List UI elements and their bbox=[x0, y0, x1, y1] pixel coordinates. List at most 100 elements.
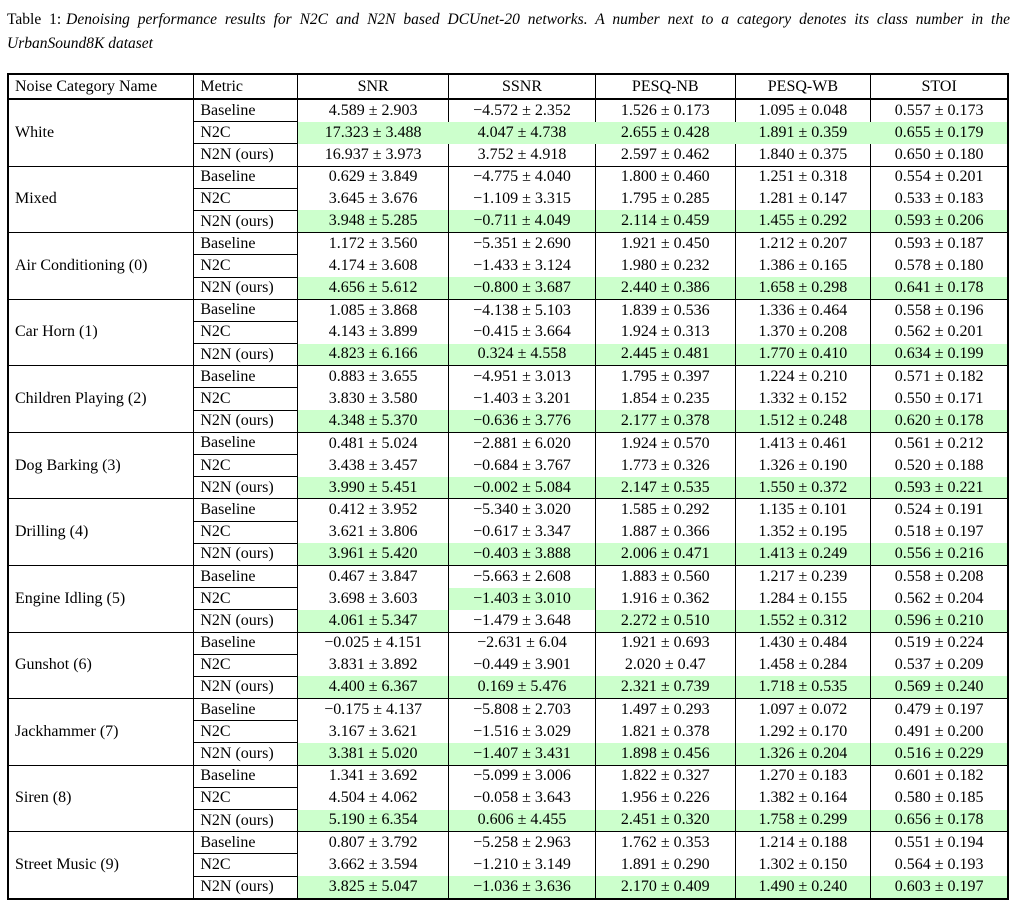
value-cell: 1.512 ± 0.248 bbox=[735, 410, 872, 433]
value-cell: 1.658 ± 0.298 bbox=[735, 277, 872, 300]
value-cell: 1.326 ± 0.190 bbox=[735, 454, 872, 477]
metric-cell: N2C bbox=[193, 453, 299, 477]
value-cell: −5.258 ± 2.963 bbox=[448, 831, 597, 854]
table-row: N2C 3.831 ± 3.892 −0.449 ± 3.901 2.020 ± 0.… bbox=[8, 653, 1008, 677]
table-row: N2N (ours) 3.948 ± 5.285 −0.711 ± 4.049 2.1… bbox=[8, 209, 1008, 233]
value-cell: 0.481 ± 5.024 bbox=[297, 431, 450, 455]
value-cell: 1.762 ± 0.353 bbox=[595, 831, 736, 854]
table-row: Mixed Baseline 0.629 ± 3.849 −4.775 ± 4.040… bbox=[8, 165, 1008, 233]
value-cell: 3.825 ± 5.047 bbox=[297, 876, 450, 899]
metric-cell: N2C bbox=[193, 653, 299, 677]
value-cell: 1.800 ± 0.460 bbox=[595, 165, 736, 189]
value-cell: 4.047 ± 4.738 bbox=[448, 121, 596, 144]
value-cell: 3.990 ± 5.451 bbox=[297, 476, 450, 499]
value-cell: −0.415 ± 3.664 bbox=[448, 321, 597, 344]
value-cell: 1.455 ± 0.292 bbox=[735, 210, 872, 233]
value-cell: 4.174 ± 3.608 bbox=[297, 254, 450, 277]
value-cell: 1.336 ± 0.464 bbox=[735, 298, 872, 322]
category-cell: Drilling (4) bbox=[8, 498, 195, 566]
metric-cell: N2C bbox=[193, 520, 299, 544]
value-cell: 1.770 ± 0.410 bbox=[735, 343, 872, 366]
metric-cell: N2C bbox=[193, 387, 299, 411]
metric-cell: Baseline bbox=[193, 831, 299, 854]
value-cell: −1.516 ± 3.029 bbox=[448, 720, 597, 743]
value-cell: 0.537 ± 0.209 bbox=[894, 656, 984, 674]
value-cell: −5.663 ± 2.608 bbox=[448, 564, 597, 588]
column-header-pesq-nb: PESQ-NB bbox=[595, 74, 736, 100]
value-cell: 0.620 ± 0.178 bbox=[870, 410, 1008, 433]
value-cell: 4.656 ± 5.612 bbox=[297, 277, 450, 300]
value-cell: 1.898 ± 0.456 bbox=[595, 742, 736, 766]
value-cell: 2.655 ± 0.428 bbox=[595, 121, 736, 144]
caption-label: Table 1: bbox=[7, 11, 62, 28]
metric-cell: N2N (ours) bbox=[193, 675, 299, 699]
metric-cell: Baseline bbox=[193, 498, 299, 522]
metric-cell: N2C bbox=[193, 720, 299, 743]
value-cell: 1.891 ± 0.359 bbox=[735, 121, 871, 144]
value-cell: 0.518 ± 0.197 bbox=[894, 523, 984, 541]
value-cell: 0.593 ± 0.187 bbox=[870, 232, 1008, 255]
metric-cell: Baseline bbox=[193, 165, 299, 189]
value-cell: 0.169 ± 5.476 bbox=[448, 676, 597, 699]
value-cell: 4.061 ± 5.347 bbox=[297, 609, 450, 632]
metric-cell: Baseline bbox=[193, 98, 299, 122]
metric-cell: N2N (ours) bbox=[193, 808, 299, 832]
value-cell: 0.593 ± 0.206 bbox=[870, 210, 1008, 233]
metric-cell: N2C bbox=[193, 121, 299, 144]
value-cell: 0.564 ± 0.193 bbox=[894, 855, 984, 873]
value-cell: 2.321 ± 0.739 bbox=[595, 676, 736, 699]
value-cell: 0.551 ± 0.194 bbox=[870, 831, 1008, 854]
table-row: N2C 3.621 ± 3.806 −0.617 ± 3.347 1.887 ± 0.… bbox=[8, 520, 1008, 544]
table-row: N2N (ours) 4.348 ± 5.370 −0.636 ± 3.776 2.1… bbox=[8, 409, 1008, 433]
value-cell: −1.403 ± 3.010 bbox=[448, 587, 597, 610]
category-cell: Children Playing (2) bbox=[8, 365, 195, 433]
value-cell: 1.718 ± 0.535 bbox=[735, 676, 872, 699]
metric-cell: N2N (ours) bbox=[193, 542, 299, 566]
metric-cell: N2N (ours) bbox=[193, 875, 299, 899]
column-header-stoi: STOI bbox=[870, 74, 1008, 100]
value-cell: 0.655 ± 0.179 bbox=[870, 121, 1008, 144]
value-cell: 1.302 ± 0.150 bbox=[735, 853, 872, 877]
value-cell: −0.002 ± 5.084 bbox=[448, 476, 597, 499]
category-cell: Jackhammer (7) bbox=[8, 698, 195, 766]
value-cell: 0.479 ± 0.197 bbox=[870, 698, 1008, 721]
value-cell: 1.552 ± 0.312 bbox=[735, 609, 872, 632]
value-cell: 1.916 ± 0.362 bbox=[595, 587, 736, 610]
value-cell: 0.558 ± 0.208 bbox=[870, 564, 1008, 588]
value-cell: 1.526 ± 0.173 bbox=[595, 98, 736, 122]
value-cell: 3.752 ± 4.918 bbox=[448, 143, 597, 167]
value-cell: 0.641 ± 0.178 bbox=[870, 277, 1008, 300]
category-cell: White bbox=[8, 98, 195, 167]
value-cell: 0.556 ± 0.216 bbox=[870, 543, 1008, 566]
metric-cell: N2N (ours) bbox=[193, 409, 299, 433]
value-cell: 0.650 ± 0.180 bbox=[894, 145, 984, 163]
metric-cell: Baseline bbox=[193, 698, 299, 721]
value-cell: 0.491 ± 0.200 bbox=[894, 722, 984, 740]
value-cell: −5.099 ± 3.006 bbox=[448, 764, 597, 788]
table-row: Air Conditioning (0) Baseline 1.172 ± 3.56… bbox=[8, 232, 1008, 300]
value-cell: −0.175 ± 4.137 bbox=[297, 698, 450, 721]
value-cell: −2.881 ± 6.020 bbox=[448, 431, 597, 455]
column-header-snr: SNR bbox=[297, 74, 450, 100]
table-row: N2C 4.504 ± 4.062 −0.058 ± 3.643 1.956 ± 0.… bbox=[8, 786, 1008, 810]
value-cell: 1.839 ± 0.536 bbox=[595, 298, 736, 322]
value-cell: 5.190 ± 6.354 bbox=[297, 809, 450, 832]
value-cell: 1.332 ± 0.152 bbox=[735, 387, 872, 411]
metric-cell: N2N (ours) bbox=[193, 209, 299, 233]
value-cell: 1.821 ± 0.378 bbox=[595, 720, 736, 743]
value-cell: −0.636 ± 3.776 bbox=[448, 410, 597, 433]
value-cell: 0.883 ± 3.655 bbox=[297, 365, 450, 388]
value-cell: 3.948 ± 5.285 bbox=[297, 210, 450, 233]
value-cell: 3.830 ± 3.580 bbox=[297, 387, 450, 411]
value-cell: 0.578 ± 0.180 bbox=[894, 256, 984, 274]
metric-cell: N2N (ours) bbox=[193, 143, 299, 167]
value-cell: 1.840 ± 0.375 bbox=[735, 143, 872, 167]
table-row: Engine Idling (5) Baseline 0.467 ± 3.847 −5… bbox=[8, 564, 1008, 632]
value-cell: 3.662 ± 3.594 bbox=[297, 853, 450, 877]
value-cell: 1.326 ± 0.204 bbox=[735, 742, 872, 766]
value-cell: 1.341 ± 3.692 bbox=[297, 764, 450, 788]
metric-cell: N2N (ours) bbox=[193, 609, 299, 632]
table-row: N2N (ours) 4.823 ± 6.166 0.324 ± 4.558 2.44… bbox=[8, 343, 1008, 366]
category-cell: Dog Barking (3) bbox=[8, 431, 195, 499]
value-cell: 2.020 ± 0.47 bbox=[595, 654, 736, 677]
